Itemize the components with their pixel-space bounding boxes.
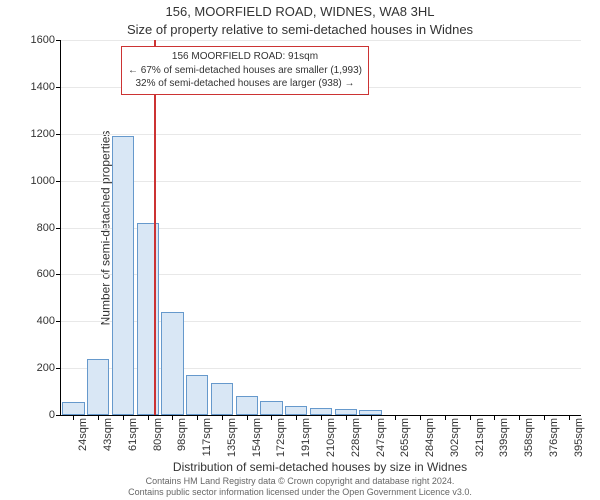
xtick-mark	[519, 415, 520, 420]
xtick-label: 358sqm	[523, 418, 535, 457]
xtick-label: 61sqm	[127, 418, 139, 451]
annotation-line-2: ← 67% of semi-detached houses are smalle…	[128, 64, 362, 78]
xtick-mark	[271, 415, 272, 420]
footer-line-1: Contains HM Land Registry data © Crown c…	[0, 476, 600, 487]
xtick-mark	[569, 415, 570, 420]
ytick-label: 600	[37, 268, 55, 280]
xtick-mark	[222, 415, 223, 420]
xtick-mark	[197, 415, 198, 420]
annotation-line-3: 32% of semi-detached houses are larger (…	[128, 77, 362, 91]
xtick-mark	[172, 415, 173, 420]
xtick-mark	[395, 415, 396, 420]
xtick-mark	[420, 415, 421, 420]
ytick-mark	[56, 40, 61, 41]
histogram-bar	[285, 406, 307, 415]
xtick-mark	[371, 415, 372, 420]
histogram-bar	[310, 408, 332, 415]
xtick-mark	[123, 415, 124, 420]
xtick-mark	[470, 415, 471, 420]
xtick-mark	[321, 415, 322, 420]
ytick-mark	[56, 87, 61, 88]
gridline	[61, 134, 581, 135]
xtick-mark	[445, 415, 446, 420]
xtick-label: 43sqm	[102, 418, 114, 451]
plot-area: 0200400600800100012001400160024sqm43sqm6…	[60, 40, 581, 416]
ytick-mark	[56, 415, 61, 416]
histogram-bar	[211, 383, 233, 415]
histogram-bar	[112, 136, 134, 415]
footer-attribution: Contains HM Land Registry data © Crown c…	[0, 476, 600, 498]
footer-line-2: Contains public sector information licen…	[0, 487, 600, 498]
ytick-label: 400	[37, 315, 55, 327]
xtick-mark	[346, 415, 347, 420]
gridline	[61, 181, 581, 182]
xtick-mark	[148, 415, 149, 420]
xtick-mark	[296, 415, 297, 420]
histogram-bar	[236, 396, 258, 415]
xtick-label: 172sqm	[275, 418, 287, 457]
xtick-mark	[494, 415, 495, 420]
xtick-label: 191sqm	[300, 418, 312, 457]
xtick-mark	[73, 415, 74, 420]
ytick-label: 1400	[31, 81, 55, 93]
ytick-label: 0	[49, 409, 55, 421]
xtick-mark	[544, 415, 545, 420]
xtick-mark	[247, 415, 248, 420]
histogram-bar	[186, 375, 208, 415]
chart-container: 156, MOORFIELD ROAD, WIDNES, WA8 3HL Siz…	[0, 0, 600, 500]
xtick-label: 284sqm	[424, 418, 436, 457]
gridline	[61, 40, 581, 41]
xtick-label: 24sqm	[77, 418, 89, 451]
ytick-mark	[56, 181, 61, 182]
annotation-line-1: 156 MOORFIELD ROAD: 91sqm	[128, 50, 362, 64]
ytick-label: 1000	[31, 175, 55, 187]
xtick-label: 154sqm	[251, 418, 263, 457]
xtick-label: 376sqm	[548, 418, 560, 457]
xtick-label: 135sqm	[226, 418, 238, 457]
xtick-label: 117sqm	[201, 418, 213, 456]
histogram-bar	[161, 312, 183, 415]
ytick-label: 800	[37, 222, 55, 234]
chart-title-line2: Size of property relative to semi-detach…	[0, 22, 600, 37]
xtick-label: 302sqm	[449, 418, 461, 457]
xtick-mark	[98, 415, 99, 420]
xtick-label: 321sqm	[474, 418, 486, 457]
ytick-mark	[56, 368, 61, 369]
marker-annotation-box: 156 MOORFIELD ROAD: 91sqm ← 67% of semi-…	[121, 46, 369, 95]
xtick-label: 395sqm	[573, 418, 585, 457]
xtick-label: 210sqm	[325, 418, 337, 457]
xtick-label: 247sqm	[375, 418, 387, 457]
histogram-bar	[260, 401, 282, 415]
subject-marker-line	[154, 40, 156, 415]
xtick-label: 339sqm	[498, 418, 510, 457]
xtick-label: 80sqm	[152, 418, 164, 451]
histogram-bar	[87, 359, 109, 415]
ytick-label: 200	[37, 362, 55, 374]
ytick-label: 1600	[31, 34, 55, 46]
ytick-mark	[56, 321, 61, 322]
histogram-bar	[62, 402, 84, 415]
xtick-label: 265sqm	[399, 418, 411, 457]
x-axis-label: Distribution of semi-detached houses by …	[60, 460, 580, 474]
ytick-mark	[56, 228, 61, 229]
ytick-mark	[56, 274, 61, 275]
xtick-label: 98sqm	[176, 418, 188, 451]
xtick-label: 228sqm	[350, 418, 362, 457]
ytick-label: 1200	[31, 128, 55, 140]
chart-title-line1: 156, MOORFIELD ROAD, WIDNES, WA8 3HL	[0, 4, 600, 19]
ytick-mark	[56, 134, 61, 135]
